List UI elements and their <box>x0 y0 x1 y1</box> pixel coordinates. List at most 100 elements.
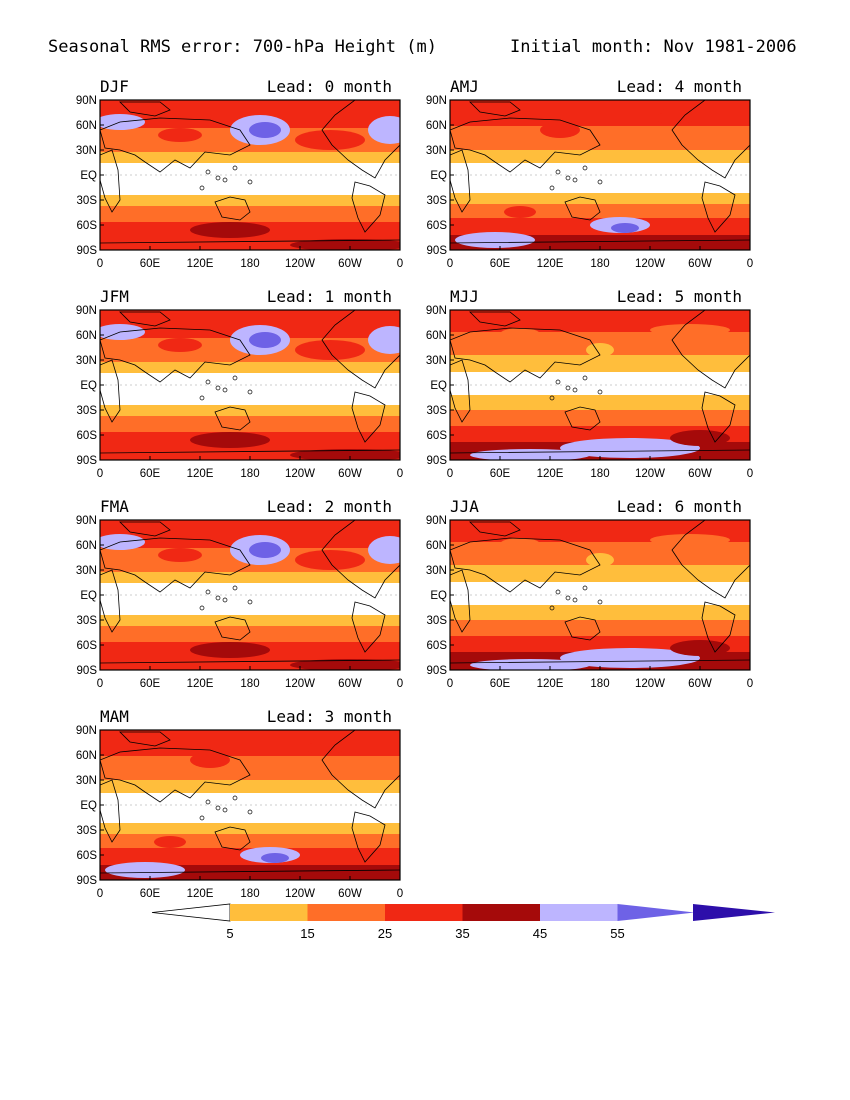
coastline-6 <box>450 239 750 244</box>
island-4 <box>597 599 603 605</box>
island-3 <box>232 585 238 591</box>
lon-tick-label: 120E <box>537 258 564 270</box>
contour-band-4 <box>100 405 400 416</box>
contour-band-2 <box>450 150 750 163</box>
colorbar-swatch-0 <box>230 904 308 921</box>
lon-tick-label: 180 <box>590 258 609 270</box>
island-4 <box>247 809 253 815</box>
lon-tick-label: 180 <box>590 678 609 690</box>
coastline-1 <box>351 811 386 863</box>
lon-tick-label: 60W <box>688 468 712 480</box>
contour-band-2 <box>100 362 400 373</box>
lat-tick-label: 30N <box>426 565 447 577</box>
lon-tick-label: 60E <box>140 888 161 900</box>
lon-tick-label: 60E <box>490 678 511 690</box>
coastline-1 <box>701 391 736 443</box>
contour-band-4 <box>450 193 750 204</box>
contour-band-3 <box>100 583 400 615</box>
contour-patch-2 <box>261 853 289 863</box>
island-4 <box>597 389 603 395</box>
island-5 <box>199 185 205 191</box>
contour-patch-1 <box>249 122 281 138</box>
coastline-3 <box>450 149 471 213</box>
colorbar-level-label: 25 <box>378 926 392 941</box>
coastline-6 <box>450 659 750 664</box>
contour-patch-7 <box>290 239 400 250</box>
coastline-2 <box>100 537 251 593</box>
island-5 <box>549 605 555 611</box>
coastline-1 <box>701 601 736 653</box>
lon-tick-label: 60W <box>688 678 712 690</box>
colorbar-level-label: 45 <box>533 926 547 941</box>
lat-tick-label: 60S <box>427 220 448 232</box>
lat-tick-label: EQ <box>80 170 97 182</box>
coastline-5 <box>119 311 171 327</box>
lat-tick-label: 60S <box>77 430 98 442</box>
island-5 <box>199 605 205 611</box>
panel-lead-label: Lead: 3 month <box>267 707 392 726</box>
contour-band-4 <box>450 605 750 620</box>
lon-tick-label: 120E <box>537 678 564 690</box>
contour-band-4 <box>100 195 400 206</box>
lat-tick-label: 30N <box>426 145 447 157</box>
colorbar-over-triangle <box>693 904 775 921</box>
figure-title: Seasonal RMS error: 700-hPa Height (m) <box>48 37 437 57</box>
contour-patch-0 <box>500 538 540 550</box>
contour-patch-5 <box>295 340 365 360</box>
coastline-0 <box>321 520 400 599</box>
contour-patch-1 <box>586 343 614 357</box>
contour-patch-4 <box>158 128 202 142</box>
island-4 <box>597 179 603 185</box>
contour-patch-2 <box>368 326 400 354</box>
lon-tick-label: 0 <box>97 258 103 270</box>
coastline-2 <box>450 537 601 593</box>
lon-tick-label: 0 <box>97 468 103 480</box>
lat-tick-label: 60N <box>426 330 447 342</box>
contour-band-2 <box>100 572 400 583</box>
panel-season-label: FMA <box>100 497 129 516</box>
lat-tick-label: 30S <box>77 405 98 417</box>
panel-lead-label: Lead: 1 month <box>267 287 392 306</box>
contour-patch-4 <box>158 338 202 352</box>
coastline-2 <box>100 747 251 803</box>
coastline-4 <box>564 616 601 641</box>
lon-tick-label: 60E <box>140 468 161 480</box>
lat-tick-label: 90N <box>426 515 447 527</box>
lat-tick-label: 90S <box>77 245 98 257</box>
contour-patch-1 <box>249 542 281 558</box>
lat-tick-label: EQ <box>430 170 447 182</box>
panel-lead-label: Lead: 4 month <box>617 77 742 96</box>
coastline-5 <box>119 731 171 747</box>
island-0 <box>205 589 211 595</box>
lon-tick-label: 0 <box>397 888 403 900</box>
contour-patch-6 <box>305 742 345 754</box>
lon-tick-label: 120E <box>187 258 214 270</box>
coastline-5 <box>119 521 171 537</box>
island-1 <box>215 385 221 391</box>
coastline-3 <box>100 569 121 633</box>
contour-patch-2 <box>611 223 639 233</box>
island-1 <box>565 385 571 391</box>
coastline-0 <box>321 730 400 809</box>
lon-tick-label: 120W <box>635 678 665 690</box>
contour-patch-6 <box>655 112 695 124</box>
lat-tick-label: 30S <box>427 405 448 417</box>
contour-patch-5 <box>295 550 365 570</box>
lon-tick-label: 60E <box>490 468 511 480</box>
map-field <box>450 100 750 250</box>
lon-tick-label: 0 <box>397 468 403 480</box>
lon-tick-label: 0 <box>97 678 103 690</box>
contour-patch-0 <box>190 752 230 768</box>
coastline-1 <box>351 181 386 233</box>
contour-band-1 <box>100 756 400 780</box>
lat-tick-label: 30N <box>426 355 447 367</box>
lon-tick-label: 0 <box>397 678 403 690</box>
contour-band-5 <box>100 626 400 642</box>
lat-tick-label: 90N <box>76 515 97 527</box>
lat-tick-label: EQ <box>430 380 447 392</box>
lon-tick-label: 0 <box>747 468 753 480</box>
